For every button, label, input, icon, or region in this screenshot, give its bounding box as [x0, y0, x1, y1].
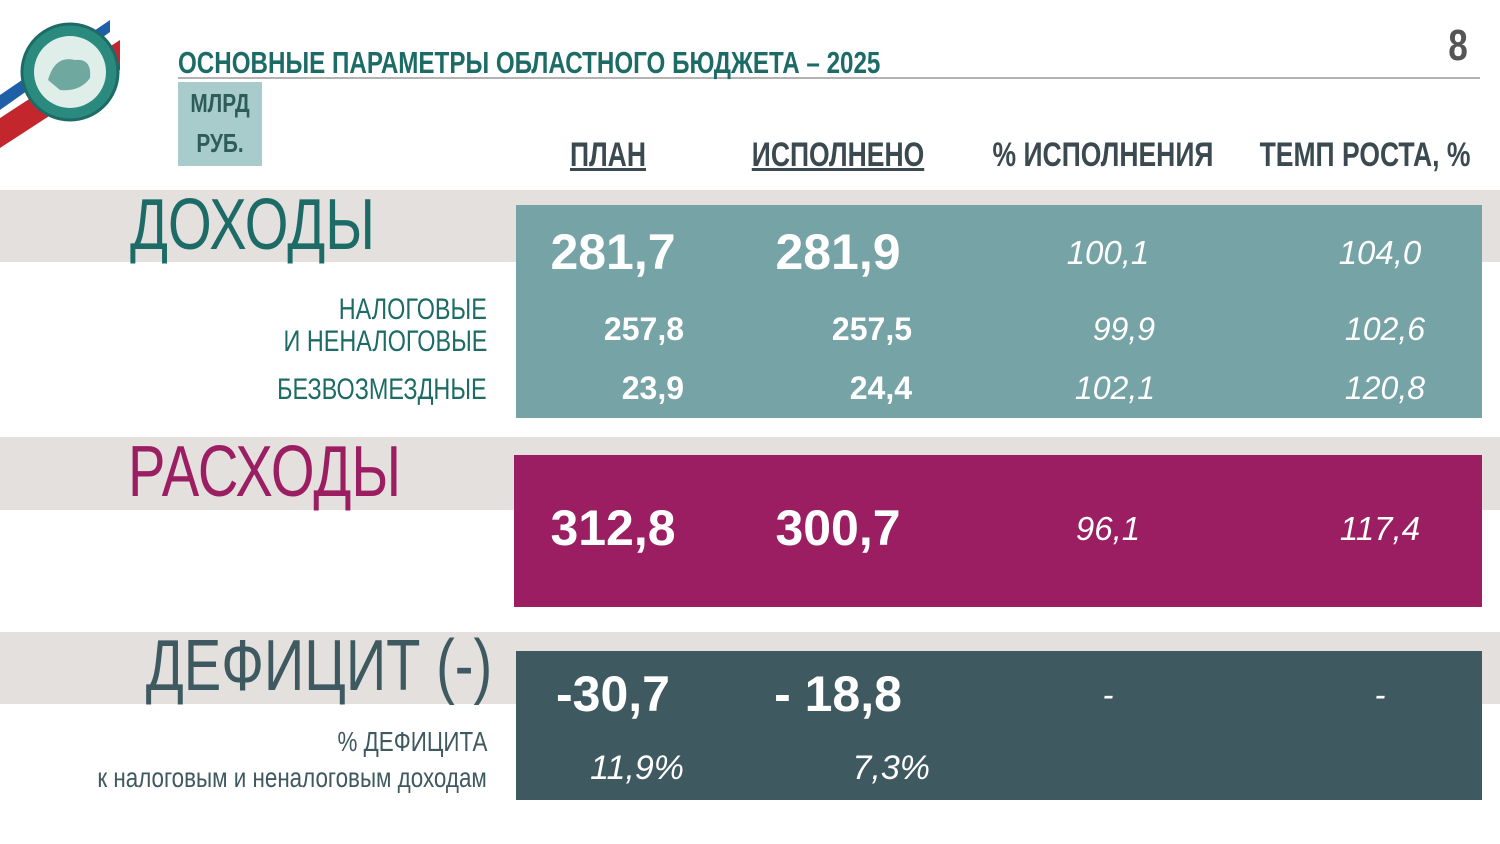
title: ОСНОВНЫЕ ПАРАМЕТРЫ ОБЛАСТНОГО БЮДЖЕТА – …	[178, 44, 881, 80]
value: 281,9	[775, 224, 901, 280]
value: 257,5	[831, 311, 912, 347]
expenses-box	[514, 455, 1482, 607]
value: -	[1374, 675, 1386, 713]
column-header: ПЛАН	[570, 136, 646, 174]
unit: РУБ.	[196, 128, 244, 158]
column-header: ТЕМП РОСТА, %	[1259, 136, 1471, 174]
value: 24,4	[849, 370, 912, 406]
row-label: % ДЕФИЦИТА	[337, 726, 487, 757]
unit-box	[178, 82, 262, 166]
logo-map	[48, 59, 91, 91]
value: 117,4	[1339, 509, 1421, 547]
value: 312,8	[550, 500, 676, 556]
unit: МЛРД	[190, 88, 250, 118]
column-header: % ИСПОЛНЕНИЯ	[992, 136, 1214, 174]
row-label: НАЛОГОВЫЕ	[338, 293, 487, 326]
value: 23,9	[621, 370, 684, 406]
value: 96,1	[1075, 509, 1141, 547]
value: 102,1	[1074, 370, 1155, 406]
value: -	[1102, 675, 1114, 713]
row-label: к налоговым и неналоговым доходам	[97, 762, 487, 793]
value: 120,8	[1344, 370, 1425, 406]
value: 99,9	[1092, 311, 1155, 347]
section-label: ДЕФИЦИТ (-)	[145, 626, 492, 706]
page-number: 8	[1448, 21, 1468, 70]
value: -30,7	[556, 666, 670, 722]
section-label: РАСХОДЫ	[128, 432, 402, 512]
value: - 18,8	[774, 666, 902, 722]
section-label: ДОХОДЫ	[130, 185, 375, 265]
value: 300,7	[775, 500, 901, 556]
row-label: И НЕНАЛОГОВЫЕ	[283, 325, 487, 358]
deficit-box	[516, 651, 1482, 800]
row-label: БЕЗВОЗМЕЗДНЫЕ	[277, 373, 487, 406]
value: 7,3%	[852, 749, 931, 787]
value: 102,6	[1344, 311, 1425, 347]
income-box	[516, 205, 1482, 418]
value: 11,9%	[590, 749, 684, 787]
value: 104,0	[1338, 233, 1422, 271]
value: 257,8	[603, 311, 684, 347]
value: 100,1	[1066, 233, 1150, 271]
column-header: ИСПОЛНЕНО	[751, 136, 925, 174]
value: 281,7	[550, 224, 676, 280]
